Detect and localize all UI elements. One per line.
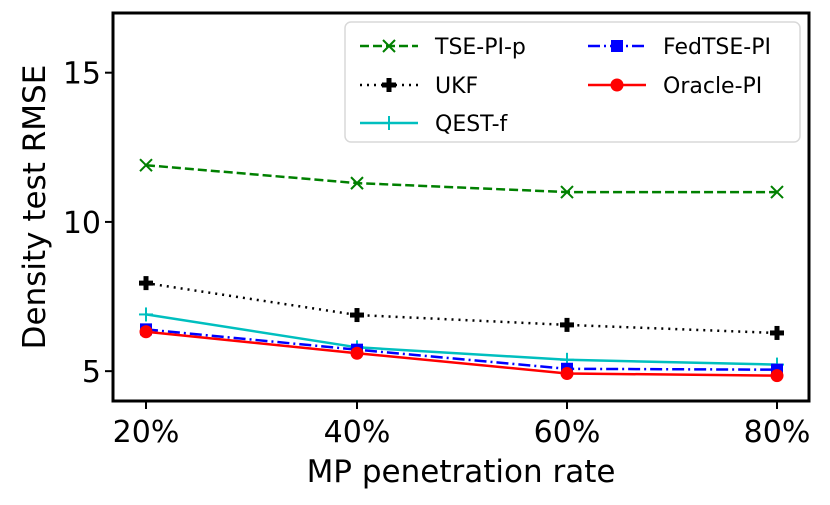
data-point: [770, 325, 784, 340]
data-point: [560, 367, 574, 381]
legend-box: [344, 21, 801, 143]
data-point: [770, 185, 784, 199]
legend-marker: [382, 116, 396, 130]
legend-marker-bar: [386, 78, 392, 92]
plot-frame: [111, 11, 811, 403]
data-point: [770, 369, 784, 383]
x-tick-label: 60%: [534, 415, 601, 450]
series-ukf: [139, 276, 784, 340]
legend-label: QEST-f: [435, 112, 509, 137]
data-point: [139, 158, 153, 172]
legend-marker: [382, 39, 396, 53]
x-tick-label: 40%: [324, 415, 391, 450]
x-axis-label: MP penetration rate: [307, 454, 616, 490]
legend-label: TSE-PI-p: [434, 35, 526, 60]
y-tick-label: 5: [82, 355, 101, 390]
data-point-stroke: [560, 185, 574, 199]
series-line: [145, 330, 778, 377]
data-point-bar: [564, 317, 570, 332]
data-point: [139, 276, 153, 291]
data-point: [350, 346, 364, 360]
data-point: [350, 308, 364, 323]
legend-item-oracle-pi: Oracle-PI: [588, 74, 762, 99]
data-point-bar: [354, 308, 360, 323]
series-line: [145, 163, 777, 194]
x-tick-label: 20%: [113, 415, 180, 450]
tick-layer: 20% 40% 60% 80% 5 10 15: [63, 57, 811, 450]
data-point: [139, 325, 153, 339]
legend-marker-stroke: [382, 39, 396, 53]
x-tick-label: 80%: [744, 415, 811, 450]
series-tse-pi-p: [139, 158, 784, 199]
legend-item-fedtse-pi: FedTSE-PI: [588, 35, 771, 60]
plot-layer: [139, 158, 784, 383]
legend-marker: [610, 78, 624, 92]
legend-label: FedTSE-PI: [663, 35, 771, 60]
data-point-stroke: [770, 185, 784, 199]
data-point-bar: [143, 276, 149, 291]
data-point-bar: [774, 325, 780, 340]
legend-marker: [611, 40, 623, 52]
legend-item-ukf: UKF: [360, 74, 478, 99]
data-point: [560, 185, 574, 199]
legend-label: Oracle-PI: [663, 74, 762, 99]
series-line: [145, 281, 778, 335]
legend: TSE-PI-p UKF QEST-f FedTSE-PI Oracle-PI: [344, 21, 801, 143]
y-tick-label: 10: [63, 206, 101, 241]
data-point: [560, 317, 574, 332]
legend-label: UKF: [435, 74, 478, 99]
legend-marker: [382, 78, 396, 92]
legend-item-tse-pi-p: TSE-PI-p: [360, 35, 526, 60]
y-tick-label: 15: [63, 57, 101, 92]
series-line: [145, 313, 778, 366]
series-line: [145, 328, 778, 371]
data-point: [350, 176, 364, 190]
data-point: [139, 307, 153, 322]
data-point-stroke: [139, 158, 153, 172]
legend-item-qest-f: QEST-f: [360, 112, 509, 137]
y-axis-label: Density test RMSE: [17, 65, 53, 350]
data-point-stroke: [350, 176, 364, 190]
series-oracle-pi: [139, 325, 784, 383]
